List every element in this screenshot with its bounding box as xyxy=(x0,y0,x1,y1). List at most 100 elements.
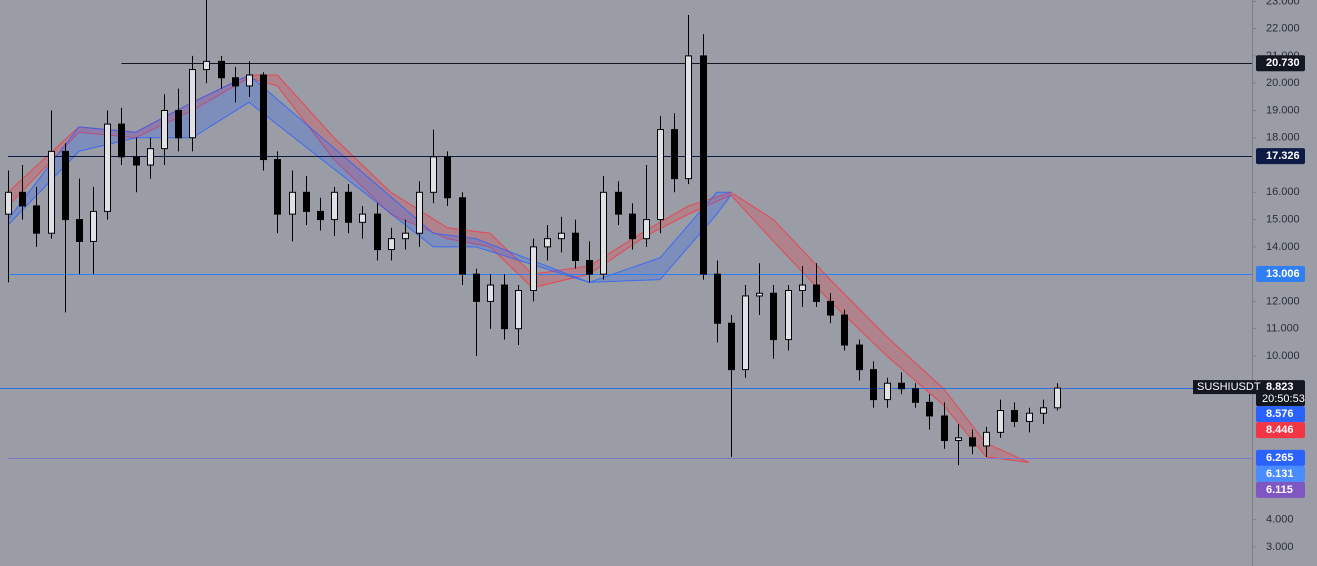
price-label: 6.131 xyxy=(1266,468,1294,480)
price-label: 8.446 xyxy=(1266,424,1294,436)
candle-body xyxy=(444,156,451,199)
candle-body xyxy=(600,191,607,275)
countdown-label: 20:50:53 xyxy=(1262,393,1305,405)
candle-body xyxy=(742,295,749,371)
price-label: 6.115 xyxy=(1266,484,1293,496)
candle-body xyxy=(388,238,395,251)
candle-body xyxy=(912,388,919,403)
candle-body xyxy=(685,55,692,180)
candle-body xyxy=(657,129,664,221)
price-label: 13.006 xyxy=(1266,268,1300,280)
candle-body xyxy=(232,77,239,87)
price-label-box xyxy=(1256,422,1305,439)
candle-body xyxy=(203,60,210,71)
candle-body xyxy=(33,205,40,234)
price-label-box xyxy=(1256,380,1305,407)
price-label: 20.730 xyxy=(1266,57,1300,69)
candle-body xyxy=(671,129,678,180)
candle-body xyxy=(799,284,806,292)
candle-body xyxy=(544,238,551,248)
symbol-label: SUSHIUSDT xyxy=(1197,381,1261,393)
candle-body xyxy=(459,197,466,275)
candle-body xyxy=(118,123,125,158)
candle-body xyxy=(1054,387,1061,409)
candle-body xyxy=(827,300,834,316)
price-label-box xyxy=(1256,55,1305,72)
ribbon-upper xyxy=(7,74,731,283)
y-tick-label: 18.000 xyxy=(1266,132,1300,144)
y-tick-label: 12.000 xyxy=(1266,295,1300,307)
y-tick-label: 3.000 xyxy=(1266,541,1294,553)
symbol-box xyxy=(1193,380,1256,395)
y-tick-label: 20.000 xyxy=(1266,77,1300,89)
candle-body xyxy=(714,273,721,324)
candle-body xyxy=(175,109,182,139)
candle-body xyxy=(331,191,338,221)
candle-body xyxy=(515,290,522,330)
candle-body xyxy=(1011,410,1018,422)
candle-body xyxy=(359,213,366,223)
y-tick-label: 16.000 xyxy=(1266,186,1300,198)
candle-body xyxy=(19,191,26,207)
candle-body xyxy=(643,219,650,240)
candle-body xyxy=(586,259,593,275)
ribbon-lower xyxy=(7,101,732,283)
candle-body xyxy=(841,314,848,346)
y-tick-label: 14.000 xyxy=(1266,241,1300,253)
candle-body xyxy=(926,401,933,417)
candle-body xyxy=(416,191,423,234)
candle-body xyxy=(572,232,579,261)
candle-body xyxy=(161,109,168,150)
candle-body xyxy=(629,213,636,240)
candle-body xyxy=(487,284,494,302)
y-tick-label: 4.000 xyxy=(1266,514,1294,526)
candle-body xyxy=(501,284,508,330)
candle-body xyxy=(983,431,990,447)
candle-body xyxy=(289,191,296,215)
candle-body xyxy=(76,219,83,242)
price-label: 17.326 xyxy=(1266,150,1300,162)
y-tick-label: 11.000 xyxy=(1266,323,1299,335)
y-tick-label: 15.000 xyxy=(1266,213,1300,225)
candle-body xyxy=(884,382,891,401)
candle-body xyxy=(430,156,437,193)
candle-body xyxy=(756,292,763,297)
candle-body xyxy=(615,191,622,215)
candle-body xyxy=(770,292,777,341)
candle-body xyxy=(5,191,12,215)
ribbon-fill xyxy=(8,75,1029,463)
candle-body xyxy=(728,322,735,371)
candle-body xyxy=(941,415,948,442)
price-label-box xyxy=(1256,465,1305,482)
price-label: 8.576 xyxy=(1266,408,1294,420)
price-label-box xyxy=(1256,406,1305,423)
candle-body xyxy=(374,213,381,251)
price-label: 6.265 xyxy=(1266,452,1294,464)
candle-body xyxy=(969,437,976,447)
candle-body xyxy=(48,150,55,234)
candle-body xyxy=(90,210,97,242)
candle-body xyxy=(317,210,324,221)
price-label-box xyxy=(1256,481,1305,498)
candle-body xyxy=(898,382,905,390)
price-label-box xyxy=(1256,265,1305,282)
candle-body xyxy=(246,74,253,87)
candle-body xyxy=(274,159,281,215)
candle-body xyxy=(1040,407,1047,414)
price-label: 8.823 xyxy=(1266,381,1294,393)
candle-body xyxy=(558,232,565,240)
candle-body xyxy=(813,284,820,302)
candle-body xyxy=(189,69,196,139)
candle-body xyxy=(303,191,310,212)
candle-body xyxy=(345,191,352,223)
candle-body xyxy=(785,290,792,341)
y-tick-label: 10.000 xyxy=(1266,350,1300,362)
candle-body xyxy=(402,232,409,240)
candle-body xyxy=(473,273,480,302)
y-tick-label: 23.000 xyxy=(1266,0,1300,7)
candle-body xyxy=(260,74,267,161)
candle-body xyxy=(133,156,140,166)
